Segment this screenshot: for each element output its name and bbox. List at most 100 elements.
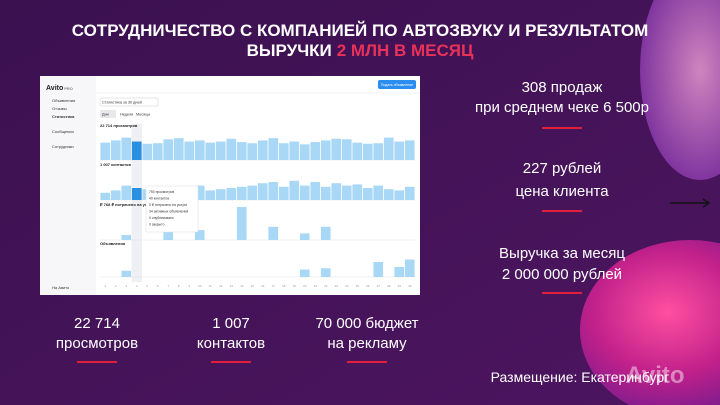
x-tick-label: 30 [408, 284, 412, 288]
x-tick-label: 23 [335, 284, 339, 288]
menu-item: Отзывы [52, 106, 67, 111]
bar [268, 138, 279, 160]
x-tick-label: 29 [398, 284, 402, 288]
bar [194, 185, 205, 200]
bar [289, 180, 300, 200]
x-tick-label: 19 [293, 284, 297, 288]
bar [362, 143, 373, 160]
tooltip-line: 0 опубликовано [149, 216, 174, 220]
stat-line: на рекламу [327, 335, 407, 352]
bar [142, 143, 153, 160]
stat-line: 2 000 000 рублей [502, 266, 622, 283]
bar [404, 140, 415, 160]
x-tick-label: 1 [104, 284, 106, 288]
x-tick-label: 22 [324, 284, 328, 288]
tab-active [100, 110, 116, 118]
x-tick-label: 9 [188, 284, 190, 288]
panel-label: 22 714 просмотров [100, 123, 138, 128]
panel-label: ₽ 768 ₽ потрачено на услуги [100, 202, 156, 207]
filter-box [99, 97, 159, 107]
title-highlight: 2 МЛН В МЕСЯЦ [337, 41, 474, 60]
bar [299, 185, 310, 200]
menu-item: Объявления [52, 98, 75, 103]
menu-item: Статистика [52, 114, 75, 119]
bar [110, 190, 121, 200]
bar [194, 140, 205, 160]
tooltip-line: 34 активных объявления [149, 210, 188, 214]
filter-label: Статистика за 30 дней [102, 101, 142, 105]
x-tick-label: 14 [240, 284, 244, 288]
stat-line: 22 714 [74, 315, 120, 332]
bar [383, 137, 394, 160]
bar [131, 141, 142, 160]
bar [310, 182, 321, 200]
arrow-head [702, 198, 711, 208]
bar [373, 262, 384, 277]
bar [352, 184, 363, 200]
tooltip-line: 750 просмотров [149, 190, 174, 194]
bar [331, 183, 342, 200]
tooltip [145, 185, 199, 233]
bar [257, 183, 268, 200]
highlight-column [131, 124, 142, 282]
title-line: ВЫРУЧКИ 2 МЛН В МЕСЯЦ [247, 41, 474, 60]
decor-blob [580, 240, 720, 405]
button [378, 80, 416, 89]
content: СОТРУДНИЧЕСТВО С КОМПАНИЕЙ ПО АВТОЗВУКУ … [46, 21, 685, 389]
x-tick-label: 3 [125, 284, 127, 288]
bar [121, 137, 132, 160]
bar [131, 188, 142, 200]
x-tick-label: 5 [146, 284, 148, 288]
bar [205, 190, 216, 200]
bar [331, 138, 342, 160]
x-tick-label: 16 [261, 284, 265, 288]
bar [163, 139, 174, 160]
x-tick-label: 12 [219, 284, 223, 288]
sidebar [40, 76, 96, 295]
stat-line: при среднем чеке 6 500р [475, 99, 649, 116]
bar [373, 185, 384, 200]
bar [247, 185, 258, 200]
bar [362, 188, 373, 200]
button-label: Подать объявление [381, 83, 413, 87]
stat-line: Выручка за месяц [499, 245, 625, 262]
x-tick-label: 15 [251, 284, 255, 288]
x-tick-label: 25 [356, 284, 360, 288]
location: Размещение: Екатеринбург [491, 369, 670, 385]
tooltip-line: 0 закрыто [149, 223, 165, 227]
bar [341, 139, 352, 160]
logo: AvitoPRO [46, 85, 73, 92]
bar [121, 235, 132, 240]
bar [236, 142, 247, 160]
bar [247, 143, 258, 160]
bar [236, 186, 247, 200]
bar [194, 230, 205, 240]
tooltip-line: 0 ₽ потрачено на услуги [149, 203, 187, 207]
title-text: ВЫРУЧКИ [247, 41, 332, 60]
bar [152, 143, 163, 160]
x-tick-label: 4 [136, 284, 138, 288]
stat-line: 1 007 [212, 315, 250, 332]
bar [121, 185, 132, 200]
bar [173, 138, 184, 160]
bar [184, 141, 195, 160]
bar [121, 270, 132, 277]
x-tick-label: 21 [314, 284, 318, 288]
bar [394, 141, 405, 160]
bar [373, 143, 384, 160]
bar [320, 140, 331, 160]
x-tick-label: 26 [366, 284, 370, 288]
tab: Недели [120, 113, 133, 117]
x-tick-label: 7 [167, 284, 169, 288]
tab: Дни [102, 113, 109, 117]
decor-blob [640, 0, 720, 180]
panel-label: 1 007 контактов [100, 162, 131, 167]
bar [404, 259, 415, 277]
stat-line: контактов [197, 335, 265, 352]
x-tick-label: 6 [157, 284, 159, 288]
bar [320, 268, 331, 277]
bar [268, 182, 279, 200]
x-tick-label: 8 [178, 284, 180, 288]
